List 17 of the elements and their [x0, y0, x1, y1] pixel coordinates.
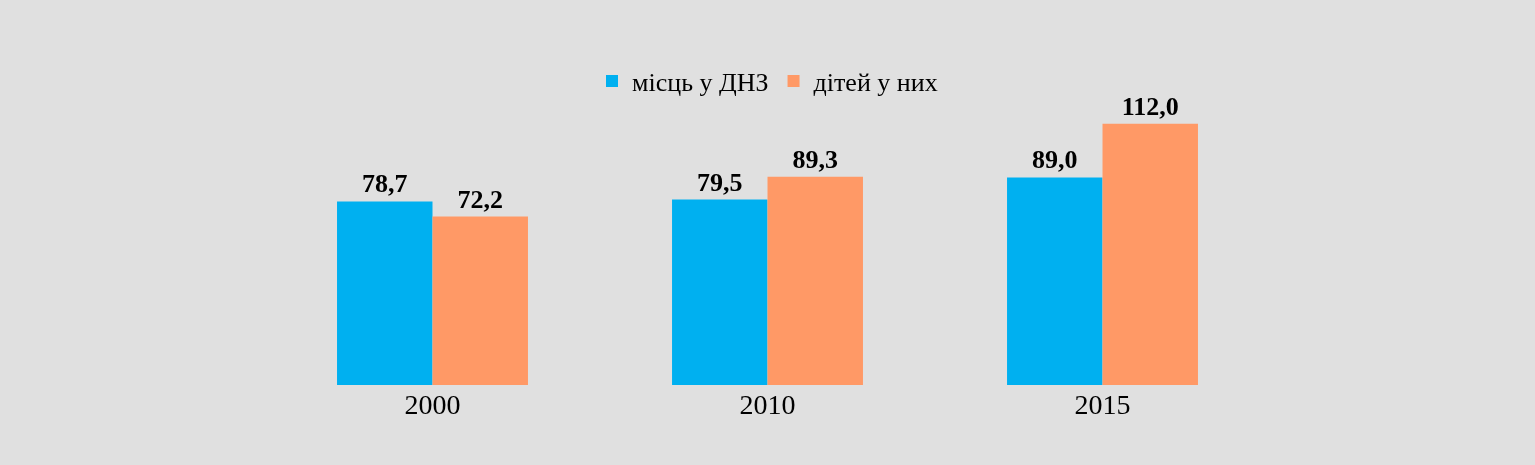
- bar: [672, 199, 768, 385]
- bar: [767, 176, 863, 385]
- x-tick-label: 2000: [404, 389, 461, 420]
- bar: [337, 201, 433, 385]
- data-label: 72,2: [457, 184, 503, 214]
- x-tick-label: 2010: [739, 389, 796, 420]
- legend-label: місць у ДНЗ: [632, 68, 769, 98]
- data-label: 89,3: [792, 144, 838, 174]
- x-tick-label: 2015: [1074, 389, 1131, 420]
- data-label: 78,7: [362, 169, 408, 199]
- data-label: 112,0: [1121, 91, 1179, 121]
- legend-label: дітей у них: [813, 68, 938, 98]
- data-label: 79,5: [697, 167, 743, 197]
- data-label: 89,0: [1032, 145, 1078, 175]
- bar: [1007, 177, 1103, 385]
- bar: [432, 216, 528, 385]
- bar: [1102, 123, 1198, 385]
